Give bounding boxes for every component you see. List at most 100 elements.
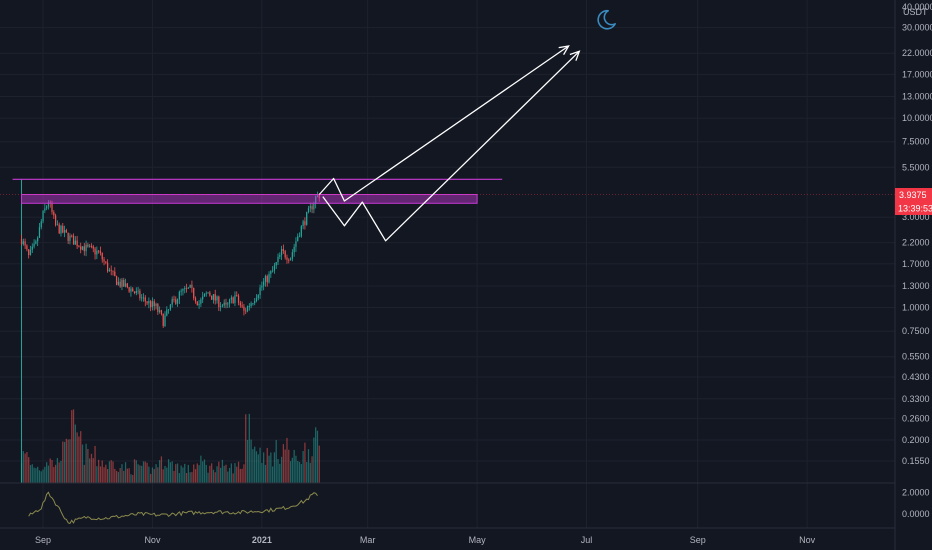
volume-bar	[142, 461, 145, 483]
candle-body	[51, 203, 53, 213]
candle-body	[306, 212, 308, 225]
candle-body	[98, 250, 100, 252]
volume-bar	[198, 465, 200, 483]
volume-bar	[56, 457, 59, 483]
candle-body	[263, 281, 265, 286]
candle-body	[171, 299, 173, 305]
volume-bar	[257, 454, 259, 483]
candle-body	[318, 195, 320, 199]
candle-body	[71, 235, 73, 237]
time-tick-label: Sep	[35, 535, 51, 545]
volume-bar	[297, 460, 299, 483]
time-tick-label: 2021	[252, 535, 272, 545]
volume-bar	[216, 466, 218, 483]
candle-body	[90, 245, 93, 247]
candle-body	[150, 301, 152, 308]
candle-body	[275, 262, 277, 266]
candle-body	[69, 235, 71, 241]
candle-body	[22, 241, 24, 245]
volume-bar	[293, 449, 295, 483]
candle-body	[110, 269, 112, 271]
volume-bar	[63, 441, 66, 483]
candle-body	[101, 253, 103, 260]
candle-body	[173, 299, 175, 300]
candle-body	[142, 297, 145, 299]
volume-bar	[141, 465, 143, 483]
volume-bar	[110, 460, 112, 483]
volume-bar	[207, 472, 209, 483]
time-tick-label: Mar	[360, 535, 376, 545]
volume-bar	[42, 469, 44, 483]
candle-body	[114, 271, 116, 277]
candle-body	[286, 257, 288, 260]
price-tick-label: 0.7500	[902, 326, 930, 336]
volume-bar	[80, 431, 82, 483]
volume-bar	[49, 458, 51, 483]
candle-body	[214, 294, 216, 301]
annotations	[0, 9, 895, 242]
volume-bar	[280, 456, 283, 483]
candle-body	[316, 195, 319, 197]
candle-body	[212, 294, 215, 300]
price-axis[interactable]	[895, 0, 932, 550]
candle-body	[81, 246, 84, 250]
candle-body	[228, 299, 231, 304]
candle-body	[309, 206, 311, 209]
candle-body	[311, 206, 313, 210]
volume-bar	[227, 471, 229, 483]
candle-body	[297, 236, 299, 242]
volume-bar	[24, 453, 26, 483]
price-tick-label: 0.4300	[902, 372, 930, 382]
candle-body	[298, 236, 301, 238]
candle-body	[83, 246, 85, 252]
candle-body	[72, 235, 75, 245]
candle-body	[121, 279, 123, 287]
candle-body	[153, 301, 155, 307]
volume-bar	[62, 441, 64, 483]
volume-bar	[184, 463, 186, 483]
volume-bar	[252, 449, 254, 483]
candle-body	[141, 297, 143, 299]
candle-body	[42, 210, 44, 222]
axis-unit-label: USDT	[903, 7, 928, 17]
candle-body	[89, 245, 91, 247]
volume-bar	[85, 443, 87, 483]
candle-body	[53, 212, 55, 216]
candle-body	[54, 215, 57, 225]
volume-bar	[306, 462, 308, 483]
candle-body	[261, 285, 263, 288]
volume-bar	[223, 465, 225, 483]
candle-body	[236, 295, 238, 297]
candle-body	[178, 291, 180, 300]
volume-bar	[189, 472, 191, 483]
volume-bar	[51, 460, 53, 483]
time-axis[interactable]: Sep Nov 2021 Mar May Jul Sep Nov	[35, 535, 816, 545]
candle-body	[203, 293, 206, 297]
candle-body	[182, 288, 184, 291]
volume-bar	[126, 468, 128, 483]
price-tick-label: 0.2600	[902, 413, 930, 423]
candle-body	[196, 301, 198, 306]
volume-bar	[53, 467, 55, 483]
volume-bar	[300, 464, 302, 483]
candle-body	[221, 305, 224, 307]
candle-body	[78, 246, 80, 247]
volume-bar	[146, 462, 148, 483]
candle-body	[63, 230, 66, 233]
candle-body	[315, 196, 317, 204]
candle-body	[24, 241, 26, 246]
candle-body	[74, 240, 76, 245]
price-tick-label: 10.0000	[902, 113, 932, 123]
candle-body	[246, 306, 249, 312]
volume-bar	[302, 450, 304, 483]
volume-bar	[31, 464, 33, 483]
volume-bar	[176, 463, 179, 483]
candle-body	[307, 208, 310, 213]
volume-bar	[219, 467, 222, 483]
oscillator-tick-label: 0.0000	[902, 509, 930, 519]
volume-bar	[157, 467, 159, 483]
candle-body	[112, 270, 114, 272]
candle-body	[245, 310, 247, 312]
